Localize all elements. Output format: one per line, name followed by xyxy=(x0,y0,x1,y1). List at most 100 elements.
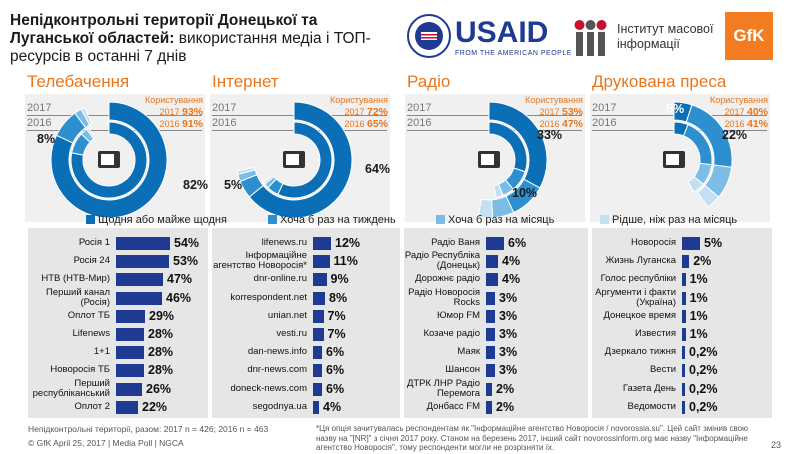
coverage-year: 2016 xyxy=(724,119,745,129)
ranking-bar xyxy=(313,237,331,250)
ranking-label: Аргументи і факти (Україна) xyxy=(595,286,676,308)
media-icon xyxy=(478,151,500,168)
ranking-value: 22% xyxy=(142,399,168,414)
ranking-bar xyxy=(116,382,142,396)
gfk-logo: GfK xyxy=(725,12,773,60)
ranking-value: 28% xyxy=(148,327,174,341)
ranking-bar xyxy=(682,309,686,323)
ranking-bar xyxy=(682,382,685,396)
coverage-year: 2017 xyxy=(344,107,365,117)
ranking-label: unian.net xyxy=(267,309,307,321)
ranking-label: segodnya.ua xyxy=(252,400,307,412)
year-2016: 2016 xyxy=(27,117,52,129)
ranking-row: Оплот ТБ 29% xyxy=(28,307,208,326)
donut-chart-internet xyxy=(236,101,353,219)
ranking-value: 3% xyxy=(499,290,518,305)
ranking-bar xyxy=(682,237,700,250)
ranking-bar xyxy=(313,291,325,305)
ranking-bar xyxy=(313,255,330,269)
ranking-value: 1% xyxy=(689,272,708,287)
sample-note: Непідконтрольні території, разом: 2017 n… xyxy=(28,424,269,434)
ranking-bar xyxy=(682,291,686,305)
panel-title: Телебачення xyxy=(27,72,130,91)
ranking-label: Перший республіканський xyxy=(32,377,110,399)
ranking-value: 0,2% xyxy=(689,381,718,396)
ranking-value: 7% xyxy=(327,327,346,341)
ranking-value: 2% xyxy=(496,399,515,414)
ranking-bar xyxy=(116,309,145,323)
year-2016: 2016 xyxy=(592,117,617,129)
coverage-2016: 2016 47% xyxy=(525,118,583,130)
ranking-row: Газета День 0,2% xyxy=(592,380,772,399)
ranking-label: Жизнь Луганска xyxy=(605,255,676,267)
ranking-label: lifenews.ru xyxy=(261,237,307,248)
year-2016: 2016 xyxy=(212,117,237,129)
ranking-label: Радіо Республіка (Донецьк) xyxy=(404,250,480,272)
panel-tv: Телебачення 2017 2016 Користування 2017 … xyxy=(25,72,215,222)
ranking-value: 11% xyxy=(333,254,358,269)
year-2017: 2017 xyxy=(407,102,432,114)
ranking-label: Новоросія ТБ xyxy=(50,364,110,376)
ranking-label: dnr-online.ru xyxy=(253,273,307,285)
ranking-bar xyxy=(116,273,163,287)
legend-swatch xyxy=(86,215,95,224)
media-icon xyxy=(663,151,685,168)
footnote: *Ця опція зачитувалась респондентам як "… xyxy=(316,424,749,452)
ranking-row: Оплот 2 22% xyxy=(28,398,208,417)
coverage-year: 2016 xyxy=(344,119,365,129)
coverage-year: 2017 xyxy=(539,107,560,117)
legend-item-monthly: Хоча б раз на місяць xyxy=(436,214,554,226)
legend-item-daily: Щодня або майже щодня xyxy=(86,214,227,226)
coverage-year: 2017 xyxy=(724,107,745,117)
ranking-bar xyxy=(486,273,498,287)
ranking-bar xyxy=(313,309,324,323)
coverage-2016: 2016 41% xyxy=(710,118,768,130)
ranking-row: Юмор FM 3% xyxy=(404,307,588,326)
ranking-row: segodnya.ua 4% xyxy=(212,398,400,417)
title-bold: Непідконтрольні території Донецької та Л… xyxy=(10,12,318,47)
panel-press: Друкована преса 2017 2016 Користування 2… xyxy=(590,72,780,222)
ranking-value: 28% xyxy=(148,345,174,360)
coverage-value: 41% xyxy=(746,118,768,130)
ranking-label: Радіо Ваня xyxy=(431,237,480,248)
donut-slice-2016 xyxy=(493,183,504,198)
pie-label-daily: 33% xyxy=(537,128,563,142)
ranking-value: 8% xyxy=(329,290,348,305)
ranking-value: 5% xyxy=(704,236,723,250)
panel-title: Друкована преса xyxy=(592,72,727,91)
ranking-table-sites: lifenews.ru 12% Інформаційне агентство Нов… xyxy=(212,228,400,418)
ranking-value: 47% xyxy=(167,272,193,287)
ranking-value: 0,2% xyxy=(689,363,718,378)
ranking-row: Lifenews 28% xyxy=(28,325,208,344)
ranking-bar xyxy=(313,382,322,396)
ranking-label: Вести xyxy=(649,364,676,376)
ranking-value: 6% xyxy=(326,381,345,396)
ranking-row: Ведомости 0,2% xyxy=(592,398,772,417)
coverage-2017: 2017 72% xyxy=(330,106,388,118)
ranking-row: Жизнь Луганска 2% xyxy=(592,252,772,271)
ranking-value: 7% xyxy=(327,308,346,323)
ranking-bar xyxy=(682,328,686,341)
coverage-value: 91% xyxy=(181,118,203,130)
ranking-table-tv: Росія 1 54% Росія 24 53% НТВ (НТВ-Мир) 47% Пер… xyxy=(28,228,208,418)
ranking-row: lifenews.ru 12% xyxy=(212,234,400,253)
coverage-value: 40% xyxy=(746,106,768,118)
ranking-label: Перший канал (Росія) xyxy=(46,286,110,308)
media-icon xyxy=(283,151,305,168)
donut-slice-2017 xyxy=(50,101,168,219)
ranking-label: Lifenews xyxy=(72,328,111,339)
ranking-value: 1% xyxy=(689,290,708,305)
ranking-value: 3% xyxy=(499,327,518,341)
donut-slice-2016 xyxy=(70,121,148,199)
ranking-value: 1% xyxy=(689,327,708,341)
coverage-value: 72% xyxy=(366,106,388,118)
coverage-2017: 2017 93% xyxy=(145,106,203,118)
donut-slice-2017 xyxy=(477,198,494,219)
legend-swatch xyxy=(600,215,609,224)
ranking-row: 1+1 28% xyxy=(28,343,208,362)
ranking-label: Інформаційне агентство Новоросія* xyxy=(213,250,307,272)
ranking-row: Росія 1 54% xyxy=(28,234,208,253)
ranking-bar xyxy=(116,364,144,378)
ranking-row: Голос республіки 1% xyxy=(592,270,772,289)
ranking-row: Радіо Новоросія Rocks 3% xyxy=(404,287,588,308)
